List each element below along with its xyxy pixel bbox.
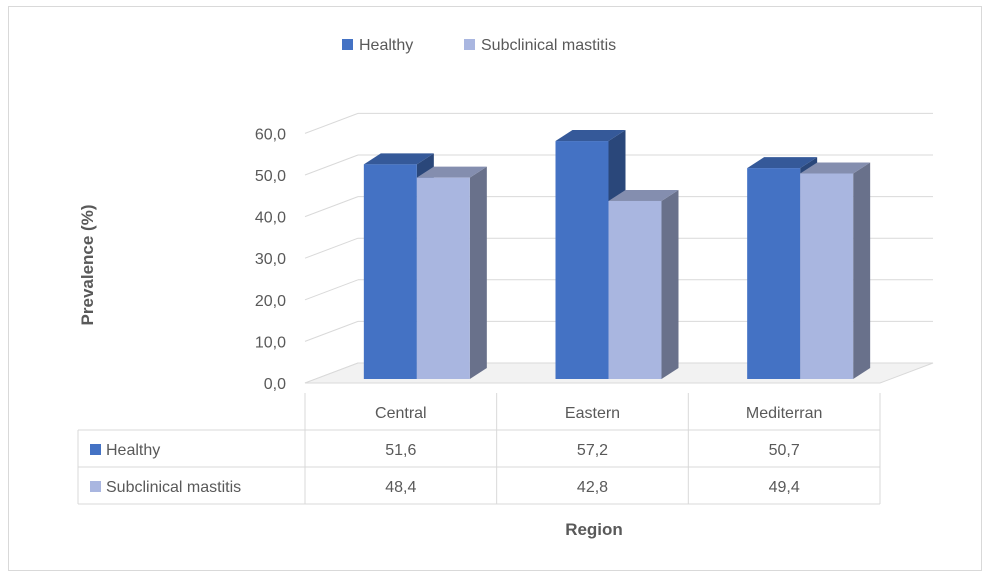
bar-front	[800, 173, 854, 379]
bar-side	[661, 189, 679, 379]
bar-top	[416, 166, 487, 178]
x-tick-label: Central	[375, 405, 427, 422]
x-tick-label: Mediterran	[746, 405, 822, 422]
bar-subclinical-mastitis-mediterran	[800, 162, 871, 379]
legend: Healthy Subclinical mastitis	[342, 37, 616, 54]
table-series-label: Subclinical mastitis	[106, 479, 241, 496]
gridline-side	[304, 112, 359, 134]
bars-layer	[363, 130, 871, 379]
y-axis-label: Prevalence (%)	[78, 205, 97, 326]
table-legend-key	[90, 444, 101, 455]
bar-subclinical-mastitis-eastern	[608, 189, 679, 379]
bar-subclinical-mastitis-central	[416, 166, 487, 379]
x-tick-label: Eastern	[565, 405, 620, 422]
x-axis-label: Region	[565, 520, 623, 539]
bar-front	[363, 164, 417, 379]
bar-top	[747, 157, 818, 169]
bar-front	[555, 141, 609, 379]
gridline-side	[304, 154, 359, 176]
bar-top	[800, 162, 871, 174]
y-tick-label: 10,0	[255, 334, 286, 351]
data-label: 57,2	[577, 442, 608, 459]
data-label: 49,4	[769, 479, 800, 496]
bar-side	[469, 166, 487, 379]
y-tick-label: 0,0	[264, 376, 286, 393]
y-tick-label: 60,0	[255, 126, 286, 143]
y-tick-label: 30,0	[255, 251, 286, 268]
table-legend-key	[90, 481, 101, 492]
data-label: 42,8	[577, 479, 608, 496]
gridline-side	[304, 279, 359, 301]
bar-top	[555, 130, 626, 142]
bar-side	[853, 162, 871, 379]
legend-key	[342, 39, 353, 50]
y-tick-label: 20,0	[255, 293, 286, 310]
data-label: 50,7	[769, 442, 800, 459]
gridline-side	[304, 196, 359, 218]
bar-front	[416, 177, 470, 379]
bar-front	[747, 168, 801, 379]
legend-key	[464, 39, 475, 50]
y-tick-label: 40,0	[255, 210, 286, 227]
bar-top	[363, 153, 434, 165]
axis-layer: 0,0 10,0 20,0 30,0 40,0 50,0 60,0	[255, 126, 286, 393]
data-label: 51,6	[385, 442, 416, 459]
data-label: 48,4	[385, 479, 416, 496]
legend-label: Subclinical mastitis	[481, 37, 616, 54]
bar-top	[608, 189, 679, 201]
gridline-side	[304, 320, 359, 342]
data-table: Central Eastern Mediterran Healthy 51,6 57,2 5…	[77, 393, 881, 505]
gridline-side	[304, 237, 359, 259]
y-tick-label: 50,0	[255, 168, 286, 185]
legend-label: Healthy	[359, 37, 413, 54]
bar-front	[608, 200, 662, 379]
table-series-label: Healthy	[106, 442, 160, 459]
